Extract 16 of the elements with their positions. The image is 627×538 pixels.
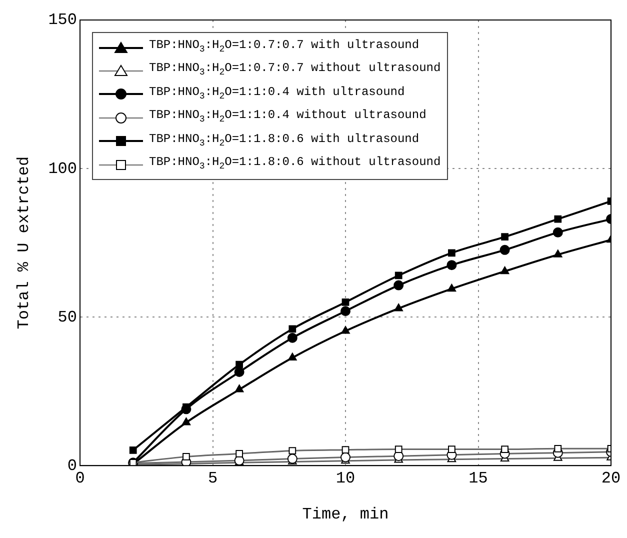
x-tick-label: 20 (601, 469, 621, 488)
legend-label: TBP:HNO$_{3}$:H$_{2}$O=1:1.8:0.6 without ultrasound (149, 154, 441, 174)
x-axis-title: Time, min (302, 506, 389, 524)
legend-label: TBP:HNO$_{3}$:H$_{2}$O=1:1:0.4 without ultrasound (149, 107, 426, 127)
legend-label: TBP:HNO$_{3}$:H$_{2}$O=1:0.7:0.7 without ultrasound (149, 60, 441, 80)
y-axis-title: Total % U extrcted (14, 156, 33, 330)
y-tick-label: 100 (48, 160, 78, 178)
y-tick-label: 0 (67, 456, 78, 475)
legend-label: TBP:HNO$_{3}$:H$_{2}$O=1:0.7:0.7 with ultrasound (149, 37, 420, 56)
legend-label: TBP:HNO$_{3}$:H$_{2}$O=1:1:0.4 with ultrasound (149, 84, 405, 104)
y-tick-label: 150 (48, 11, 78, 30)
legend-label: TBP:HNO$_{3}$:H$_{2}$O=1:1.8:0.6 with ultrasound (149, 130, 420, 150)
y-tick-label: 50 (58, 308, 78, 326)
x-tick-label: 5 (208, 469, 218, 488)
x-tick-label: 15 (468, 469, 488, 488)
x-tick-label: 10 (336, 469, 356, 488)
